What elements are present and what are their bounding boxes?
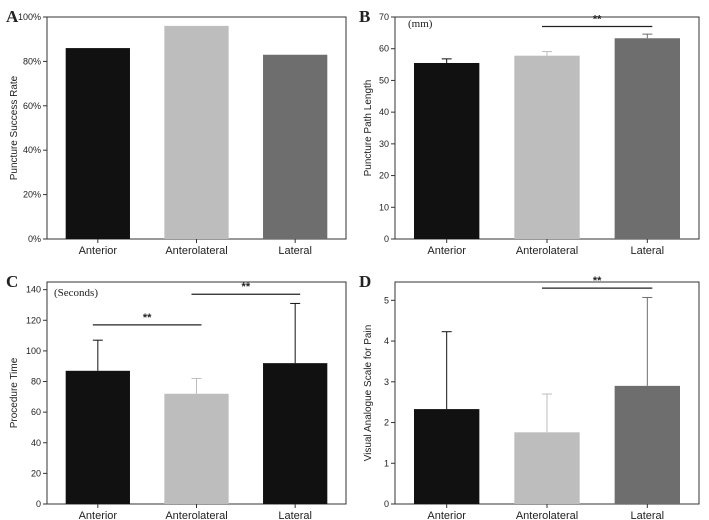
y-tick-label: 0 [384,234,389,244]
unit-label: (mm) [408,18,433,30]
panel-letter: A [6,7,19,26]
error-bar [92,339,103,371]
y-tick-label: 1 [384,458,389,468]
significance-label: ** [143,312,152,324]
panel-c: C (Seconds) 0 20 40 60 80 100 120 140 Procedure Ti… [6,272,347,520]
x-tick-label: Lateral [630,510,664,520]
y-axis-title: Puncture Success Rate [9,75,20,180]
y-tick-label: 50 [379,75,389,85]
bar-anterior [414,409,480,504]
panel-letter: B [359,7,370,26]
x-tick-label: Anterolateral [516,510,578,520]
y-tick-label: 40 [31,438,41,448]
x-tick-label: Lateral [630,245,664,257]
panel-a: A 0% 20% 40% 60% 80% 100% Puncture Success Rate… [6,7,347,257]
panel-b: B (mm) 0 10 20 30 40 50 60 70 Puncture Path Length… [359,7,700,257]
x-tick-label: Lateral [278,510,312,520]
y-tick-label: 10 [379,202,389,212]
panel-letter: C [6,272,18,291]
significance-label: ** [593,14,602,26]
y-tick-label: 40% [23,145,41,155]
y-tick-label: 0 [36,499,41,509]
panel-letter: D [359,272,371,291]
bar-anterolateral [164,393,229,504]
panel-d: D 0 1 2 3 4 5 Visual Analogue Scale for Pain Ant… [359,272,700,520]
x-tick-label: Lateral [278,245,312,257]
error-bar [642,33,653,39]
bar-anterolateral [514,55,580,239]
x-tick-label: Anterior [79,510,118,520]
bar-lateral [263,54,328,239]
x-tick-label: Anterolateral [165,245,227,257]
error-bar [542,51,552,56]
y-tick-label: 0 [384,499,389,509]
y-tick-label: 60 [379,44,389,54]
x-tick-label: Anterior [79,245,118,257]
error-bar [441,58,452,63]
y-tick-label: 20 [31,468,41,478]
x-tick-label: Anterior [427,510,466,520]
y-tick-label: 5 [384,295,389,305]
x-tick-label: Anterolateral [165,510,227,520]
y-tick-label: 80% [23,56,41,66]
y-tick-label: 40 [379,107,389,117]
y-tick-label: 3 [384,377,389,387]
y-tick-label: 20% [23,190,41,200]
bar-lateral [614,385,680,504]
y-axis-title: Procedure Time [9,357,20,428]
x-tick-label: Anterolateral [516,245,578,257]
y-tick-label: 20 [379,171,389,181]
significance-label: ** [593,275,602,287]
y-tick-label: 60 [31,407,41,417]
error-bar [441,331,452,410]
y-tick-label: 140 [26,285,41,295]
bar-anterolateral [514,432,580,504]
bar-lateral [263,363,328,504]
bar-anterior [414,62,480,239]
error-bar [290,302,301,364]
x-tick-label: Anterior [427,245,466,257]
y-tick-label: 100 [26,346,41,356]
y-tick-label: 120 [26,315,41,325]
error-bar [191,377,202,394]
bar-anterior [65,48,130,239]
error-bar [642,296,653,386]
bar-anterior [65,370,130,504]
y-tick-label: 0% [28,234,41,244]
y-axis-title: Visual Analogue Scale for Pain [363,325,374,462]
y-tick-label: 70 [379,12,389,22]
y-axis-title: Puncture Path Length [363,80,374,177]
unit-label: (Seconds) [54,287,98,299]
y-tick-label: 30 [379,139,389,149]
bar-lateral [614,38,680,240]
significance-label: ** [242,281,251,293]
error-bar [542,393,552,433]
y-tick-label: 4 [384,336,389,346]
y-tick-label: 100% [18,12,41,22]
bar-anterolateral [164,25,229,239]
y-tick-label: 80 [31,377,41,387]
y-tick-label: 2 [384,418,389,428]
y-tick-label: 60% [23,101,41,111]
